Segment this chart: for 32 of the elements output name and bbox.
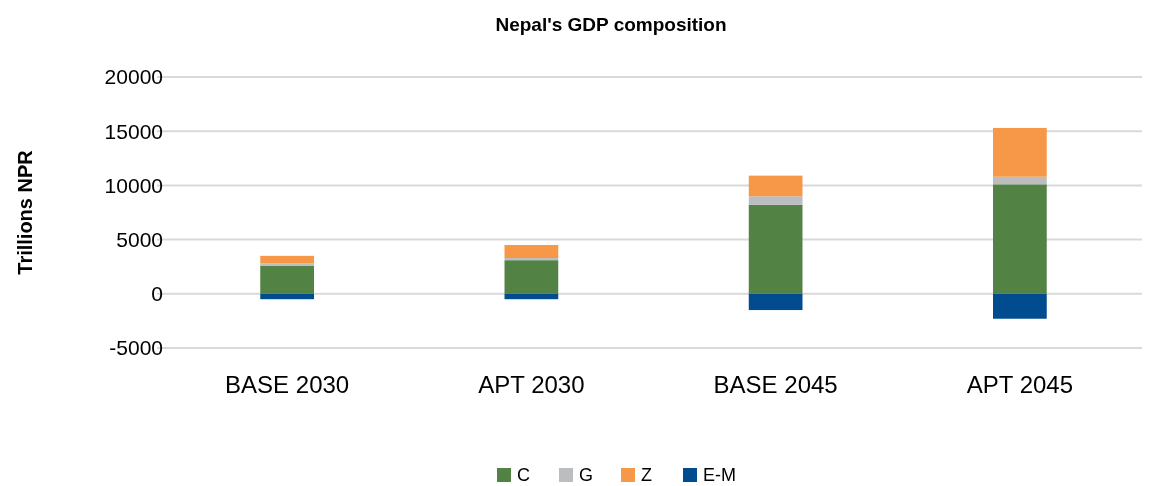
y-axis-title: Trillions NPR (14, 149, 36, 275)
legend-label: G (579, 465, 594, 486)
y-tick-label: 5000 (116, 227, 163, 251)
bar (993, 184, 1047, 294)
y-tick-label: -5000 (109, 336, 163, 360)
bar (504, 258, 559, 261)
bar (993, 293, 1047, 319)
bar (748, 293, 803, 311)
legend-label: Z (641, 465, 652, 486)
x-tick-label: BASE 2045 (713, 371, 838, 398)
legend-label: E-M (703, 465, 736, 486)
bar (993, 127, 1047, 177)
bar (993, 176, 1047, 185)
bar (504, 260, 559, 294)
y-tick-label: 10000 (104, 173, 163, 197)
x-tick-label: APT 2045 (966, 371, 1074, 398)
bar (748, 204, 803, 294)
y-tick-label: 0 (151, 282, 163, 306)
bar (260, 293, 314, 300)
x-tick-label: APT 2030 (478, 371, 585, 398)
bar (504, 245, 559, 259)
y-tick-label: 20000 (104, 65, 163, 89)
bar (748, 196, 803, 205)
chart-title: Nepal's GDP composition (495, 14, 727, 35)
bar (260, 255, 314, 264)
x-tick-label: BASE 2030 (225, 371, 350, 398)
bar (504, 293, 559, 300)
bar (260, 265, 314, 294)
y-tick-label: 15000 (104, 119, 163, 143)
bar (260, 263, 314, 266)
bar (748, 175, 803, 197)
legend-label: C (517, 465, 530, 486)
